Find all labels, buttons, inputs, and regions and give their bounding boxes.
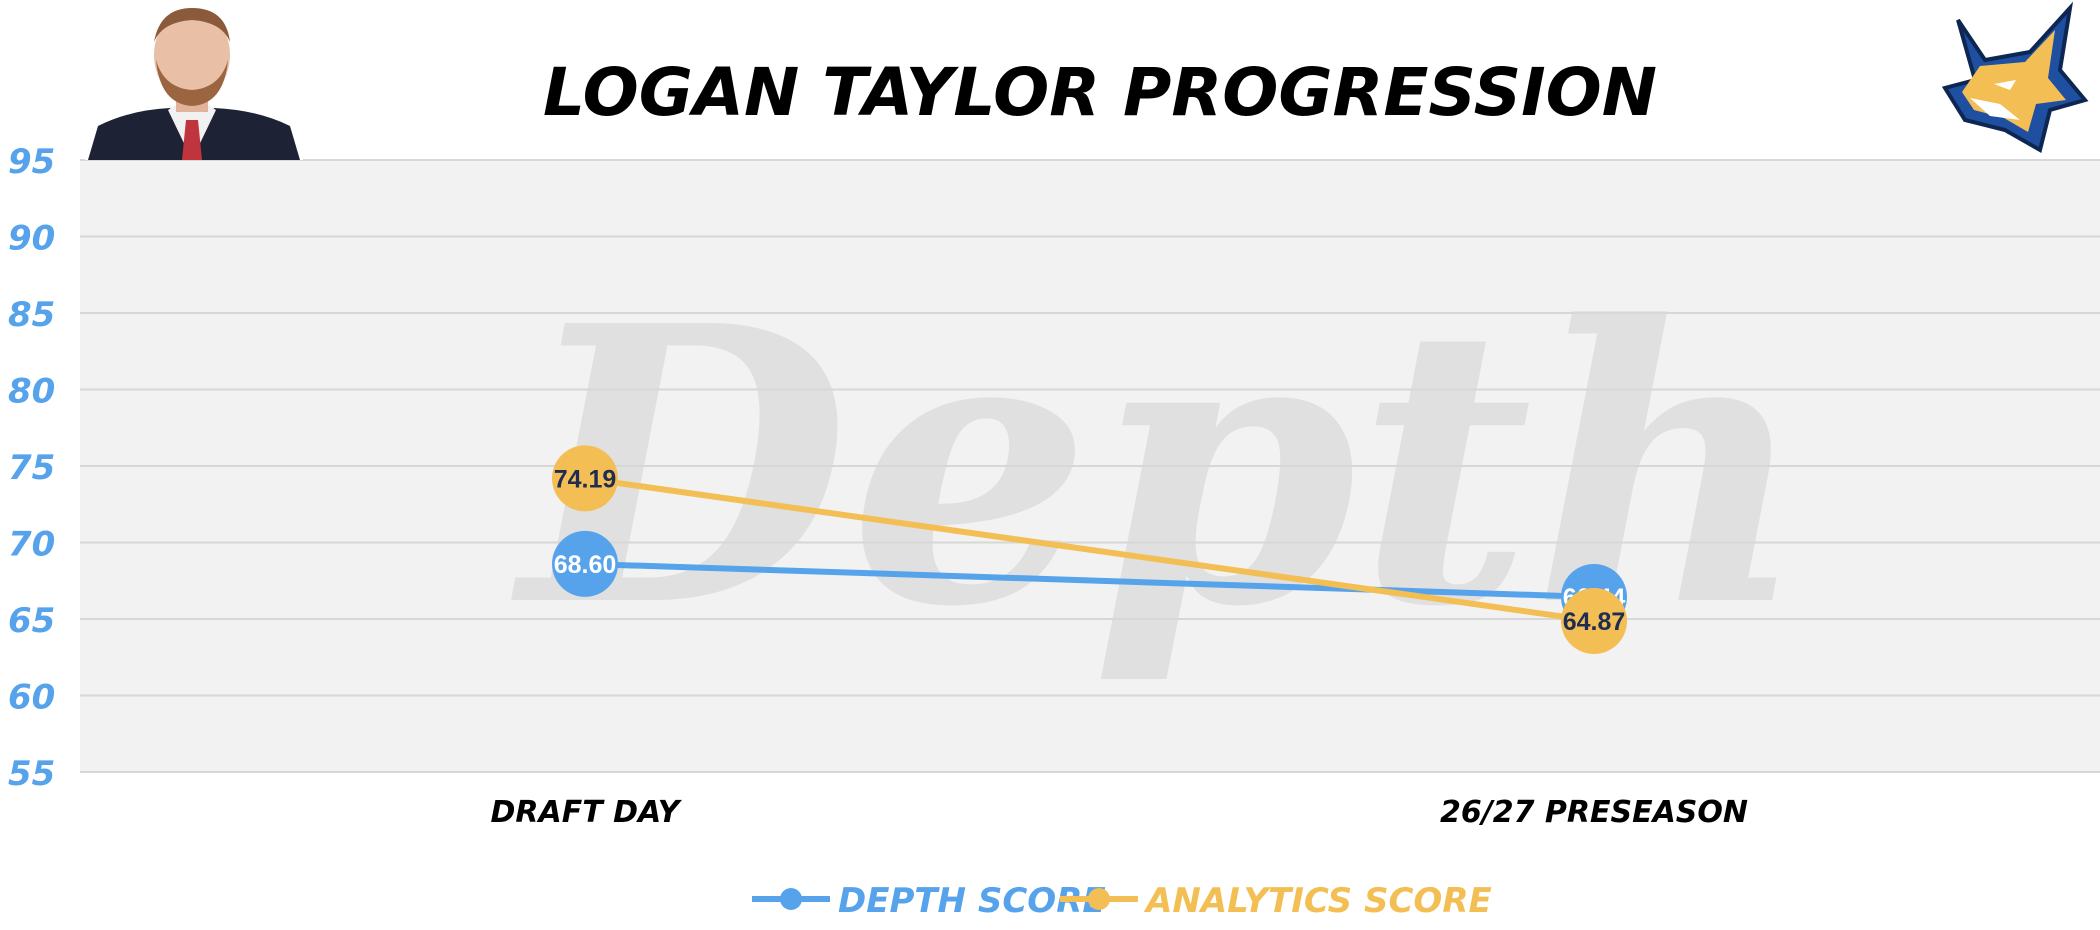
series-line xyxy=(582,475,1597,624)
series-line xyxy=(582,560,1597,600)
legend-item-depth-score: DEPTH SCORE xyxy=(752,881,1106,921)
data-label: 64.87 xyxy=(1563,608,1626,636)
data-point xyxy=(1561,587,1627,654)
y-tick-label: 70 xyxy=(8,525,55,565)
x-axis: DRAFT DAY 26/27 PRESEASON xyxy=(490,795,1748,830)
y-tick-label: 75 xyxy=(8,448,55,488)
y-tick-label: 85 xyxy=(8,295,55,335)
grid-lines xyxy=(80,159,2100,773)
y-tick-label: 80 xyxy=(8,372,55,412)
data-point xyxy=(552,445,618,512)
series-lines xyxy=(582,475,1597,624)
legend-item-analytics-score: ANALYTICS SCORE xyxy=(1060,881,1492,921)
y-axis: 95 90 85 80 75 70 65 60 55 xyxy=(8,142,55,794)
data-label: 68.60 xyxy=(554,551,617,579)
y-tick-label: 60 xyxy=(8,678,55,718)
wolf-logo-icon xyxy=(1941,1,2089,154)
y-tick-label: 90 xyxy=(8,219,55,259)
y-tick-label: 65 xyxy=(8,601,55,641)
legend-label: ANALYTICS SCORE xyxy=(1143,881,1492,921)
data-label: 74.19 xyxy=(554,465,617,493)
legend: DEPTH SCORE ANALYTICS SCORE xyxy=(752,881,1492,921)
y-tick-label: 55 xyxy=(8,754,55,794)
chart-title: LOGAN TAYLOR PROGRESSION xyxy=(543,54,1657,131)
x-category-label: DRAFT DAY xyxy=(490,795,682,830)
data-point xyxy=(552,530,618,597)
x-category-label: 26/27 PRESEASON xyxy=(1440,795,1748,830)
y-tick-label: 95 xyxy=(8,142,55,182)
player-headshot xyxy=(85,0,303,160)
